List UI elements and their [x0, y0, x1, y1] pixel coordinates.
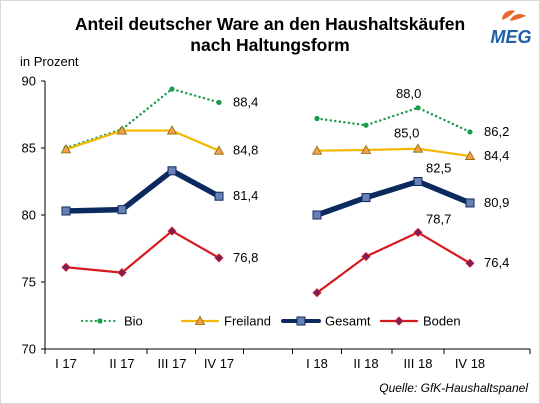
series-line-bio	[64, 87, 221, 150]
y-tick-label: 90	[22, 74, 36, 89]
series-layer	[60, 86, 476, 298]
data-point-bio	[467, 129, 473, 135]
source-note: Quelle: GfK-Haushaltspanel	[379, 381, 528, 395]
data-point-gesamt	[465, 198, 475, 208]
y-tick-label: 70	[22, 342, 36, 357]
data-point-freiland	[412, 143, 424, 153]
legend: Bio Freiland Gesamt Boden	[80, 314, 461, 329]
data-label-freiland: 84,8	[233, 143, 258, 158]
y-tick-label: 75	[22, 275, 36, 290]
data-label-bio: 88,0	[396, 86, 421, 101]
data-point-boden	[117, 268, 127, 278]
y-tick-label: 80	[22, 208, 36, 223]
legend-label-bio: Bio	[124, 314, 143, 329]
data-point-gesamt	[361, 193, 371, 203]
data-point-bio	[169, 86, 175, 92]
x-tick-label: III 17	[158, 356, 187, 371]
data-point-boden	[394, 316, 404, 326]
x-tick-label: I 18	[306, 356, 328, 371]
data-point-bio	[216, 99, 222, 106]
data-point-freiland	[116, 125, 128, 135]
data-point-bio	[314, 115, 320, 122]
x-tick-label: IV 17	[204, 356, 234, 371]
series-line-boden	[64, 229, 221, 274]
data-label-gesamt: 81,4	[233, 188, 258, 203]
data-label-boden: 78,7	[426, 211, 451, 226]
x-tick-label: IV 18	[455, 356, 485, 371]
data-label-bio: 86,2	[484, 124, 509, 139]
series-line-bio	[315, 106, 472, 134]
series-line-gesamt	[314, 178, 473, 218]
data-point-freiland	[311, 145, 323, 155]
data-point-gesamt	[117, 205, 127, 215]
meg-logo: MEG	[488, 6, 534, 50]
chart-subtitle-line: nach Haltungsform	[190, 35, 350, 55]
chart-title-line: Anteil deutscher Ware an den Haushaltskä…	[74, 14, 466, 34]
data-label-boden: 76,8	[233, 250, 258, 265]
data-point-bio	[363, 122, 369, 128]
data-labels: 88,4 88,0 86,2 84,8 85,0 84,4 81,4 82,5 80,9 76,8…	[233, 86, 509, 270]
series-line-freiland	[64, 129, 221, 152]
data-point-boden	[167, 226, 177, 236]
data-label-gesamt: 82,5	[426, 161, 451, 176]
data-point-boden	[61, 262, 71, 272]
data-point-freiland	[60, 144, 72, 154]
data-label-freiland: 85,0	[394, 126, 419, 141]
data-point-freiland	[166, 125, 178, 135]
data-point-boden	[312, 288, 322, 298]
meg-logo-graphic: MEG	[490, 10, 532, 47]
data-point-freiland	[213, 145, 225, 155]
legend-label-boden: Boden	[423, 314, 461, 329]
series-line-freiland	[315, 147, 472, 158]
series-line-boden	[315, 231, 472, 294]
data-point-bio	[415, 105, 421, 111]
data-point-gesamt	[413, 177, 423, 186]
x-tick-label: II 18	[353, 356, 378, 371]
y-tick-label: 85	[22, 141, 36, 156]
data-point-boden	[214, 253, 224, 263]
data-point-boden	[413, 227, 423, 237]
x-tick-label: I 17	[55, 356, 77, 371]
legend-label-gesamt: Gesamt	[325, 314, 371, 329]
data-point-gesamt	[214, 191, 224, 201]
series-line-gesamt	[63, 168, 222, 214]
x-tick-label: II 17	[109, 356, 134, 371]
data-point-freiland	[464, 150, 476, 160]
data-point-gesamt	[61, 206, 71, 216]
data-point-gesamt	[167, 166, 177, 176]
data-label-boden: 76,4	[484, 255, 509, 270]
chart-title: Anteil deutscher Ware an den Haushaltskä…	[0, 14, 540, 56]
data-label-bio: 88,4	[233, 94, 258, 109]
data-point-bio	[97, 318, 103, 324]
data-point-boden	[465, 258, 475, 268]
x-tick-label: III 18	[404, 356, 433, 371]
data-point-boden	[361, 251, 371, 262]
svg-text:MEG: MEG	[490, 27, 531, 47]
data-point-freiland	[360, 144, 372, 154]
y-axis-label: in Prozent	[20, 54, 79, 69]
data-point-freiland	[194, 315, 206, 325]
data-label-gesamt: 80,9	[484, 195, 509, 210]
data-point-gesamt	[312, 210, 322, 220]
data-point-gesamt	[296, 316, 306, 326]
axes: 70 75 80 85 90 I 17 II 17 III 17 IV 17 I 18 II 18 I…	[22, 74, 531, 371]
data-label-freiland: 84,4	[484, 148, 509, 163]
legend-label-freiland: Freiland	[224, 314, 271, 329]
